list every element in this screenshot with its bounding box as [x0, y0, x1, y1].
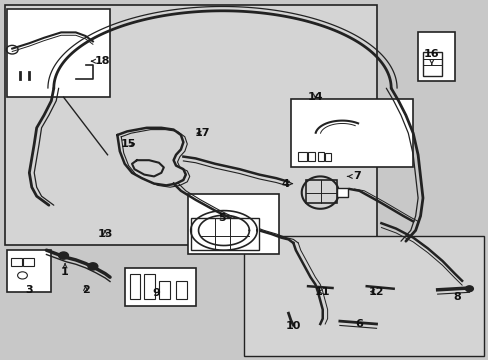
Text: 3: 3: [25, 285, 33, 295]
FancyBboxPatch shape: [159, 281, 169, 299]
FancyBboxPatch shape: [307, 152, 315, 161]
FancyBboxPatch shape: [298, 152, 306, 161]
FancyBboxPatch shape: [325, 153, 330, 161]
Text: 7: 7: [347, 171, 360, 181]
FancyBboxPatch shape: [422, 52, 441, 76]
Text: 18: 18: [91, 56, 110, 66]
Text: 5: 5: [218, 213, 226, 223]
FancyBboxPatch shape: [124, 268, 195, 306]
Text: 9: 9: [152, 288, 160, 298]
FancyBboxPatch shape: [129, 274, 140, 299]
Circle shape: [88, 263, 98, 270]
FancyBboxPatch shape: [317, 152, 323, 161]
FancyBboxPatch shape: [7, 250, 51, 292]
Text: 14: 14: [307, 92, 323, 102]
Circle shape: [59, 252, 68, 259]
Text: 12: 12: [368, 287, 384, 297]
FancyBboxPatch shape: [337, 188, 347, 197]
FancyBboxPatch shape: [188, 194, 278, 254]
Text: 16: 16: [423, 49, 439, 64]
Text: 11: 11: [314, 287, 330, 297]
FancyBboxPatch shape: [244, 236, 483, 356]
FancyBboxPatch shape: [7, 9, 110, 97]
FancyBboxPatch shape: [417, 32, 454, 81]
FancyBboxPatch shape: [11, 258, 21, 266]
Text: 1: 1: [61, 264, 69, 277]
Text: 13: 13: [97, 229, 113, 239]
FancyBboxPatch shape: [23, 258, 34, 266]
Text: 6: 6: [355, 319, 363, 329]
FancyBboxPatch shape: [5, 5, 376, 245]
FancyBboxPatch shape: [176, 281, 186, 299]
FancyBboxPatch shape: [190, 218, 259, 250]
Text: 15: 15: [121, 139, 136, 149]
Text: 2: 2: [81, 285, 89, 295]
Text: 17: 17: [195, 128, 210, 138]
FancyBboxPatch shape: [144, 274, 155, 299]
Text: 8: 8: [452, 292, 460, 302]
Text: 10: 10: [285, 321, 301, 331]
FancyBboxPatch shape: [305, 180, 337, 203]
Circle shape: [465, 286, 472, 292]
Text: 4: 4: [281, 179, 292, 189]
FancyBboxPatch shape: [290, 99, 412, 167]
